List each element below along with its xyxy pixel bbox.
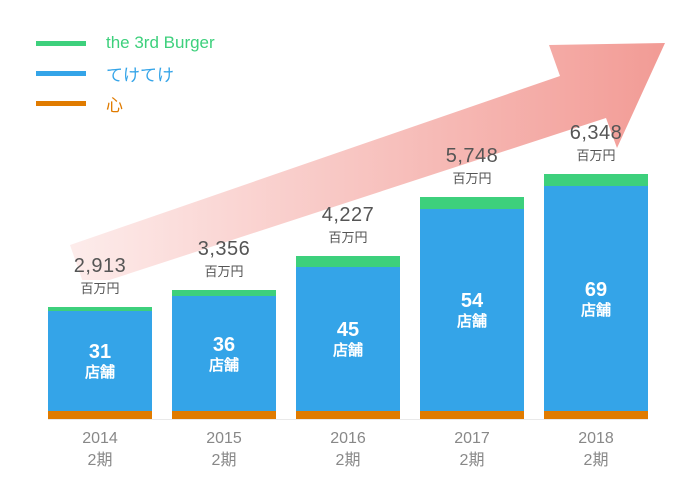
value-label: 4,227 百万円 (322, 203, 375, 248)
segment-burger (544, 174, 648, 186)
legend-item: てけてけ (36, 58, 215, 88)
bar-column: 5,748 百万円 54店舗 (420, 144, 524, 419)
store-label: 54店舗 (457, 289, 487, 331)
value-unit: 百万円 (328, 230, 367, 245)
store-unit: 店舗 (85, 364, 115, 382)
value-number: 2,913 (74, 255, 127, 277)
value-label: 2,913 百万円 (74, 254, 127, 299)
x-label-year: 2017 (454, 430, 490, 447)
x-label-year: 2014 (82, 430, 118, 447)
value-label: 6,348 百万円 (570, 121, 623, 166)
bar-column: 6,348 百万円 69店舗 (544, 121, 648, 419)
x-label: 2015 2期 (172, 428, 276, 471)
segment-teketeke: 45店舗 (296, 267, 400, 412)
segment-teketeke: 31店舗 (48, 311, 152, 411)
stacked-bar: 36店舗 (172, 290, 276, 419)
legend-label: てけてけ (106, 61, 174, 86)
legend-item: 心 (36, 88, 215, 118)
legend-item: the 3rd Burger (36, 28, 215, 58)
segment-burger (296, 256, 400, 267)
store-unit: 店舗 (209, 357, 239, 375)
legend-swatch (36, 41, 86, 46)
segment-teketeke: 69店舗 (544, 186, 648, 412)
segment-kokoro (420, 411, 524, 419)
store-number: 54 (457, 289, 487, 313)
x-label: 2018 2期 (544, 428, 648, 471)
store-label: 36店舗 (209, 333, 239, 375)
store-unit: 店舗 (333, 342, 363, 360)
store-label: 45店舗 (333, 318, 363, 360)
value-unit: 百万円 (576, 148, 615, 163)
plot-area: 2,913百万円31店舗3,356百万円36店舗4,227百万円45店舗5,74… (48, 150, 648, 420)
stacked-bar: 54店舗 (420, 197, 524, 419)
value-unit: 百万円 (80, 281, 119, 296)
store-label: 31店舗 (85, 340, 115, 382)
revenue-store-chart: the 3rd Burgerてけてけ心 2,913百万円31店舗3,356百万円… (0, 0, 690, 501)
segment-kokoro (48, 411, 152, 419)
segment-kokoro (544, 411, 648, 419)
value-label: 3,356 百万円 (198, 237, 251, 282)
legend-label: the 3rd Burger (106, 33, 215, 53)
value-number: 6,348 (570, 122, 623, 144)
store-number: 69 (581, 278, 611, 302)
x-label-period: 2期 (584, 452, 609, 469)
x-label-year: 2018 (578, 430, 614, 447)
x-label-period: 2期 (88, 452, 113, 469)
bar-column: 4,227 百万円 45店舗 (296, 203, 400, 419)
bar-column: 3,356 百万円 36店舗 (172, 237, 276, 419)
store-label: 69店舗 (581, 278, 611, 320)
value-number: 5,748 (446, 145, 499, 167)
stacked-bar: 45店舗 (296, 256, 400, 419)
value-label: 5,748 百万円 (446, 144, 499, 189)
x-label: 2014 2期 (48, 428, 152, 471)
store-number: 45 (333, 318, 363, 342)
legend: the 3rd Burger てけてけ心 (36, 28, 215, 118)
stacked-bar: 31店舗 (48, 307, 152, 419)
store-number: 36 (209, 333, 239, 357)
stacked-bar: 69店舗 (544, 174, 648, 419)
x-label-period: 2期 (336, 452, 361, 469)
value-number: 4,227 (322, 204, 375, 226)
segment-kokoro (296, 411, 400, 419)
value-unit: 百万円 (204, 264, 243, 279)
store-unit: 店舗 (457, 313, 487, 331)
store-number: 31 (85, 340, 115, 364)
segment-burger (420, 197, 524, 209)
x-label: 2016 2期 (296, 428, 400, 471)
legend-label: 心 (106, 91, 123, 116)
x-axis: 2014 2期 2015 2期 2016 2期 2017 2期 2018 2期 (48, 428, 648, 471)
bar-column: 2,913 百万円 31店舗 (48, 254, 152, 419)
x-label-year: 2015 (206, 430, 242, 447)
legend-swatch (36, 71, 86, 76)
value-unit: 百万円 (452, 171, 491, 186)
x-label: 2017 2期 (420, 428, 524, 471)
legend-swatch (36, 101, 86, 106)
value-number: 3,356 (198, 238, 251, 260)
segment-teketeke: 54店舗 (420, 209, 524, 411)
segment-kokoro (172, 411, 276, 419)
x-label-period: 2期 (460, 452, 485, 469)
x-label-period: 2期 (212, 452, 237, 469)
store-unit: 店舗 (581, 302, 611, 320)
segment-teketeke: 36店舗 (172, 296, 276, 412)
x-label-year: 2016 (330, 430, 366, 447)
